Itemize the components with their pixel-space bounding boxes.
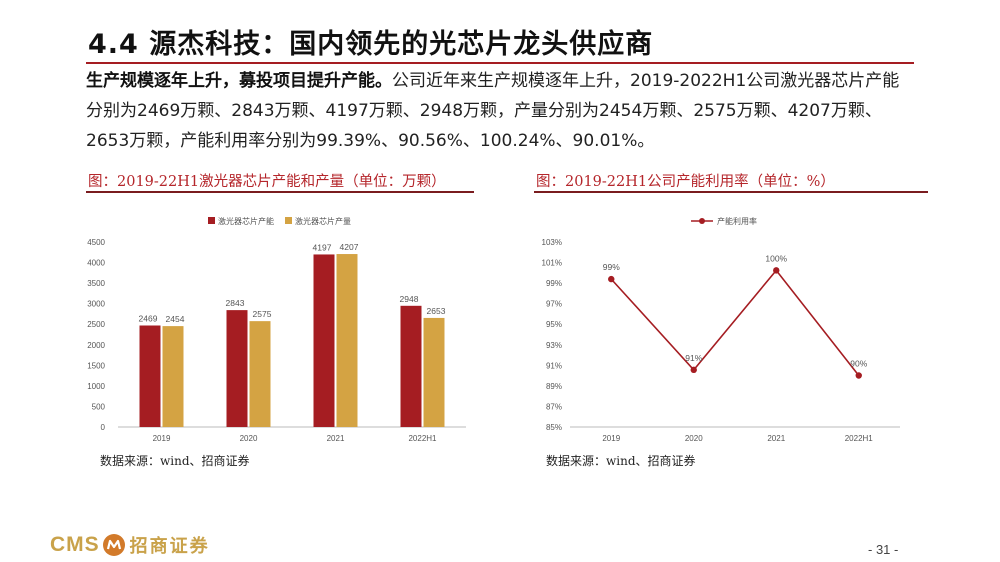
y-tick-label: 93% xyxy=(546,341,562,350)
x-tick-label: 2022H1 xyxy=(408,434,437,443)
data-label: 90% xyxy=(850,359,867,369)
y-tick-label: 97% xyxy=(546,300,562,309)
y-tick-label: 2000 xyxy=(87,341,105,350)
series-line xyxy=(610,269,860,377)
logo-latin: CMS xyxy=(50,533,100,556)
y-tick-label: 500 xyxy=(92,402,106,411)
x-tick-label: 2021 xyxy=(327,434,345,443)
legend-swatch xyxy=(208,217,215,224)
x-tick-label: 2020 xyxy=(240,434,258,443)
y-tick-label: 2500 xyxy=(87,320,105,329)
legend-label: 产能利用率 xyxy=(717,216,757,226)
bar xyxy=(249,321,271,427)
y-tick-label: 1500 xyxy=(87,361,105,370)
data-point xyxy=(690,366,697,374)
logo-chinese: 招商证券 xyxy=(129,536,210,557)
x-tick-label: 2019 xyxy=(602,434,620,443)
y-tick-label: 91% xyxy=(546,361,562,370)
page-title: 4.4 源杰科技：国内领先的光芯片龙头供应商 xyxy=(88,29,654,60)
bar xyxy=(226,310,248,427)
data-point xyxy=(855,372,862,379)
y-tick-label: 0 xyxy=(101,423,106,432)
y-tick-label: 99% xyxy=(546,279,562,288)
y-tick-label: 85% xyxy=(546,423,562,432)
data-point xyxy=(773,267,780,274)
bar xyxy=(423,317,445,427)
bar xyxy=(139,325,161,427)
capacity-output-bar-chart: 激光器芯片产能 激光器芯片产量 0 500 1000 1500 2000 2500 3000 35… xyxy=(87,216,466,443)
y-tick-label: 1000 xyxy=(87,382,105,391)
figure-2-title: 图：2019-22H1公司产能利用率（单位：%） xyxy=(536,174,835,190)
y-tick-label: 87% xyxy=(546,402,562,411)
logo-emblem-icon xyxy=(102,534,125,556)
title-divider xyxy=(86,62,914,64)
utilization-line-chart: 产能利用率 85% 87% 89% 91% 93% 95% 97% 99% 101% 103% 201… xyxy=(542,216,900,443)
legend-label: 激光器芯片产量 xyxy=(295,216,351,226)
y-tick-label: 4500 xyxy=(87,238,105,247)
y-tick-label: 3500 xyxy=(87,279,105,288)
y-tick-label: 89% xyxy=(546,382,562,391)
figure-1-title: 图：2019-22H1激光器芯片产能和产量（单位：万颗） xyxy=(88,174,446,190)
bar xyxy=(336,254,358,427)
data-label: 2653 xyxy=(427,306,446,316)
figure-1-divider xyxy=(86,191,474,193)
paragraph-body: 公司近年来生产规模逐年上升，2019-2022H1公司激光器芯片产能分别为246… xyxy=(86,71,900,151)
legend-label: 激光器芯片产能 xyxy=(218,216,274,226)
data-label: 2948 xyxy=(400,294,419,304)
figure-2-divider xyxy=(534,191,928,193)
data-label: 2575 xyxy=(253,309,272,319)
data-label: 4207 xyxy=(340,242,359,252)
bar xyxy=(162,326,184,427)
y-tick-label: 101% xyxy=(542,259,562,268)
legend-marker xyxy=(699,218,705,224)
data-label: 4197 xyxy=(313,242,332,252)
data-point xyxy=(608,275,615,283)
data-label: 100% xyxy=(765,253,787,263)
x-tick-label: 2019 xyxy=(153,434,171,443)
legend-swatch xyxy=(285,217,292,224)
intro-paragraph: 生产规模逐年上升，募投项目提升产能。公司近年来生产规模逐年上升，2019-202… xyxy=(86,66,916,156)
figure-1-source: 数据来源：wind、招商证券 xyxy=(100,454,250,468)
x-tick-label: 2020 xyxy=(685,434,703,443)
data-label: 91% xyxy=(685,353,702,363)
page-number: - 31 - xyxy=(868,542,899,557)
figure-2-source: 数据来源：wind、招商证券 xyxy=(546,454,696,468)
y-tick-label: 3000 xyxy=(87,300,105,309)
bar xyxy=(400,305,422,427)
paragraph-lead: 生产规模逐年上升，募投项目提升产能。 xyxy=(86,71,392,91)
bar xyxy=(313,254,335,427)
data-label: 99% xyxy=(603,262,620,272)
data-label: 2843 xyxy=(226,298,245,308)
cms-logo: CMS 招商证券 xyxy=(50,532,210,558)
data-label: 2469 xyxy=(139,313,158,323)
data-label: 2454 xyxy=(166,314,185,324)
y-tick-label: 95% xyxy=(546,320,562,329)
x-tick-label: 2022H1 xyxy=(845,434,874,443)
x-tick-label: 2021 xyxy=(767,434,785,443)
y-tick-label: 4000 xyxy=(87,259,105,268)
y-tick-label: 103% xyxy=(542,238,562,247)
